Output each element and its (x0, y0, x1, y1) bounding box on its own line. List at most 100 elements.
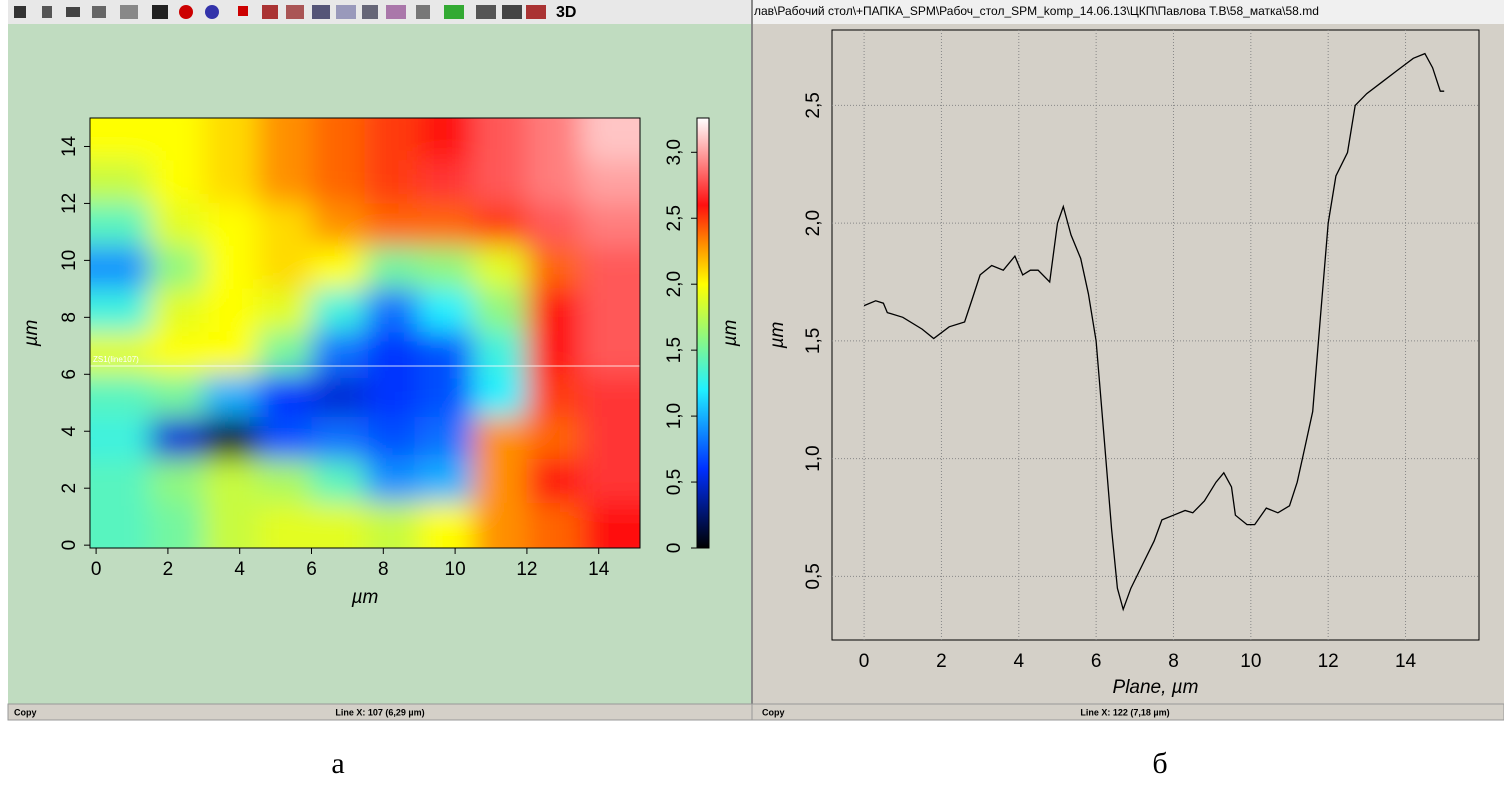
y-axis-label: µm (767, 322, 788, 350)
heatmap-cell (365, 203, 420, 247)
profile-line (863, 52, 1445, 612)
heatmap-cell (473, 374, 527, 418)
heatmap-cell (419, 246, 474, 289)
heatmap-cell (90, 246, 150, 289)
y-tick-label: 1,0 (803, 445, 824, 471)
heatmap-cell (311, 502, 366, 548)
heatmap-cell (90, 118, 150, 161)
heatmap-cell (419, 459, 474, 503)
colorbar-tick-label: 3,0 (664, 139, 685, 165)
status-copy[interactable]: Copy (14, 707, 37, 717)
x-tick-label: 8 (1168, 651, 1179, 672)
heatmap-cell (365, 331, 420, 375)
heatmap-cell (257, 118, 312, 161)
caption: а (331, 747, 344, 780)
heatmap-cell (473, 502, 527, 548)
heatmap-cell (365, 160, 420, 204)
heatmap-cell (580, 417, 640, 460)
heatmap-cell (311, 459, 366, 503)
heatmap-cell (580, 374, 640, 418)
x-tick-label: 4 (1014, 651, 1025, 672)
heatmap-cell (473, 417, 527, 460)
heatmap-cell (526, 246, 581, 289)
heatmap-cell (203, 417, 258, 460)
colorbar-tick-label: 1,0 (664, 403, 685, 429)
heatmap-cell (257, 203, 312, 247)
heatmap-cell (526, 502, 581, 548)
heatmap-cell (419, 331, 474, 375)
heatmap-cell (365, 288, 420, 332)
heatmap-cell (149, 374, 204, 418)
y-axis-label: µm (21, 320, 42, 348)
heatmap-cell (365, 459, 420, 503)
heatmap-cell (311, 118, 366, 161)
heatmap-cell (149, 417, 204, 460)
heatmap-cell (419, 502, 474, 548)
heatmap-cell (311, 417, 366, 460)
toolbar-3d[interactable]: 3D (556, 4, 576, 21)
y-tick-label: 0 (59, 540, 80, 551)
x-tick-label: 12 (1318, 651, 1339, 672)
x-tick-label: 0 (859, 651, 870, 672)
title-bar (752, 0, 1504, 24)
x-tick-label: 6 (306, 559, 317, 580)
heatmap-cell (526, 203, 581, 247)
x-axis-label: µm (351, 587, 379, 608)
heatmap-cell (419, 288, 474, 332)
heatmap-cell (203, 459, 258, 503)
heatmap-cell (203, 246, 258, 289)
right-panel (752, 0, 1504, 720)
heatmap-cell (526, 459, 581, 503)
heatmap-cell (365, 417, 420, 460)
x-axis-label: Plane, µm (1113, 677, 1199, 698)
y-tick-label: 12 (59, 193, 80, 214)
heatmap-cell (257, 331, 312, 375)
y-tick-label: 4 (59, 426, 80, 437)
heatmap-cell (149, 160, 204, 204)
heatmap-cell (90, 288, 150, 332)
heatmap-cell (90, 374, 150, 418)
heatmap-cell (257, 502, 312, 548)
heatmap-cell (257, 417, 312, 460)
heatmap-cell (473, 160, 527, 204)
heatmap-cell (149, 502, 204, 548)
heatmap-cell (580, 288, 640, 332)
heatmap-cell (365, 118, 420, 161)
heatmap-cell (526, 417, 581, 460)
y-tick-label: 1,5 (803, 328, 824, 354)
heatmap-cell (203, 374, 258, 418)
caption: б (1152, 747, 1167, 780)
colorbar-tick-label: 2,0 (664, 271, 685, 297)
x-tick-label: 0 (91, 559, 102, 580)
heatmap-cell (149, 459, 204, 503)
heatmap-cell (419, 118, 474, 161)
heatmap-cell (90, 331, 150, 375)
colorbar (696, 117, 710, 549)
heatmap-cell (203, 502, 258, 548)
heatmap-cell (149, 288, 204, 332)
heatmap-cell (257, 374, 312, 418)
heatmap-cell (419, 417, 474, 460)
toolbar-icons[interactable] (14, 5, 546, 19)
y-tick-label: 10 (59, 250, 80, 271)
status-copy[interactable]: Copy (762, 707, 785, 717)
heatmap-cell (203, 118, 258, 161)
heatmap-cell (526, 160, 581, 204)
heatmap-cell (149, 246, 204, 289)
heatmap-cell (203, 160, 258, 204)
heatmap (90, 118, 640, 548)
plot-frame (831, 29, 1480, 641)
heatmap-cell (90, 417, 150, 460)
heatmap-cell (365, 502, 420, 548)
heatmap-cell (473, 288, 527, 332)
heatmap-cell (365, 246, 420, 289)
heatmap-cell (473, 118, 527, 161)
y-tick-label: 2,5 (803, 92, 824, 118)
heatmap-cell (526, 288, 581, 332)
x-tick-label: 8 (378, 559, 389, 580)
heatmap-cell (257, 160, 312, 204)
heatmap-cell (203, 288, 258, 332)
heatmap-cell (526, 374, 581, 418)
